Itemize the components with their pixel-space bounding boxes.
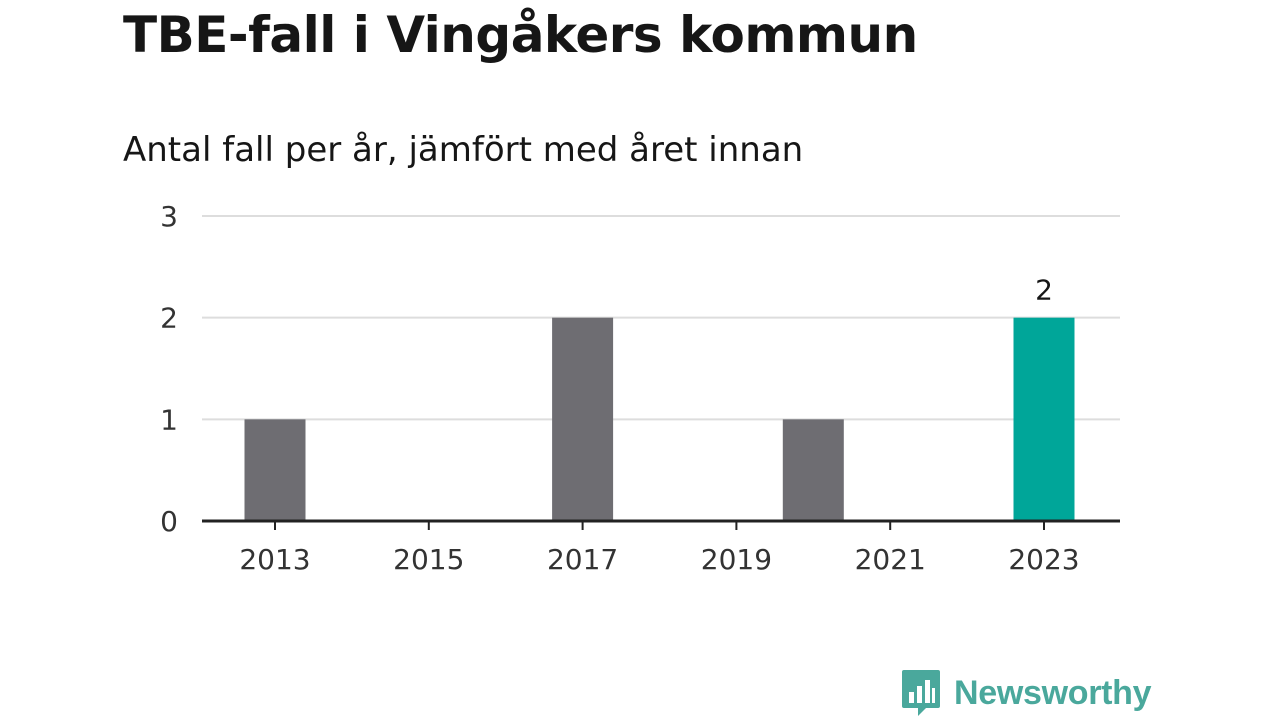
bar <box>782 419 844 521</box>
newsworthy-icon <box>902 670 940 716</box>
x-tick-label: 2017 <box>547 543 618 576</box>
y-tick-label: 1 <box>160 403 178 436</box>
bar <box>244 419 306 521</box>
bar-highlight <box>1013 317 1075 521</box>
x-tick-label: 2019 <box>701 543 772 576</box>
x-tick-label: 2021 <box>855 543 926 576</box>
brand-logo: Newsworthy <box>900 668 1152 718</box>
data-label: 2 <box>1035 274 1053 307</box>
y-tick-label: 2 <box>160 302 178 335</box>
brand-name: Newsworthy <box>954 673 1152 712</box>
x-tick-label: 2015 <box>393 543 464 576</box>
bar <box>552 317 614 521</box>
chart-title: TBE-fall i Vingåkers kommun <box>123 6 918 64</box>
x-tick-label: 2023 <box>1008 543 1079 576</box>
y-tick-label: 0 <box>160 505 178 538</box>
y-tick-label: 3 <box>160 200 178 233</box>
chart-subtitle: Antal fall per år, jämfört med året inna… <box>123 130 804 170</box>
x-tick-label: 2013 <box>239 543 310 576</box>
